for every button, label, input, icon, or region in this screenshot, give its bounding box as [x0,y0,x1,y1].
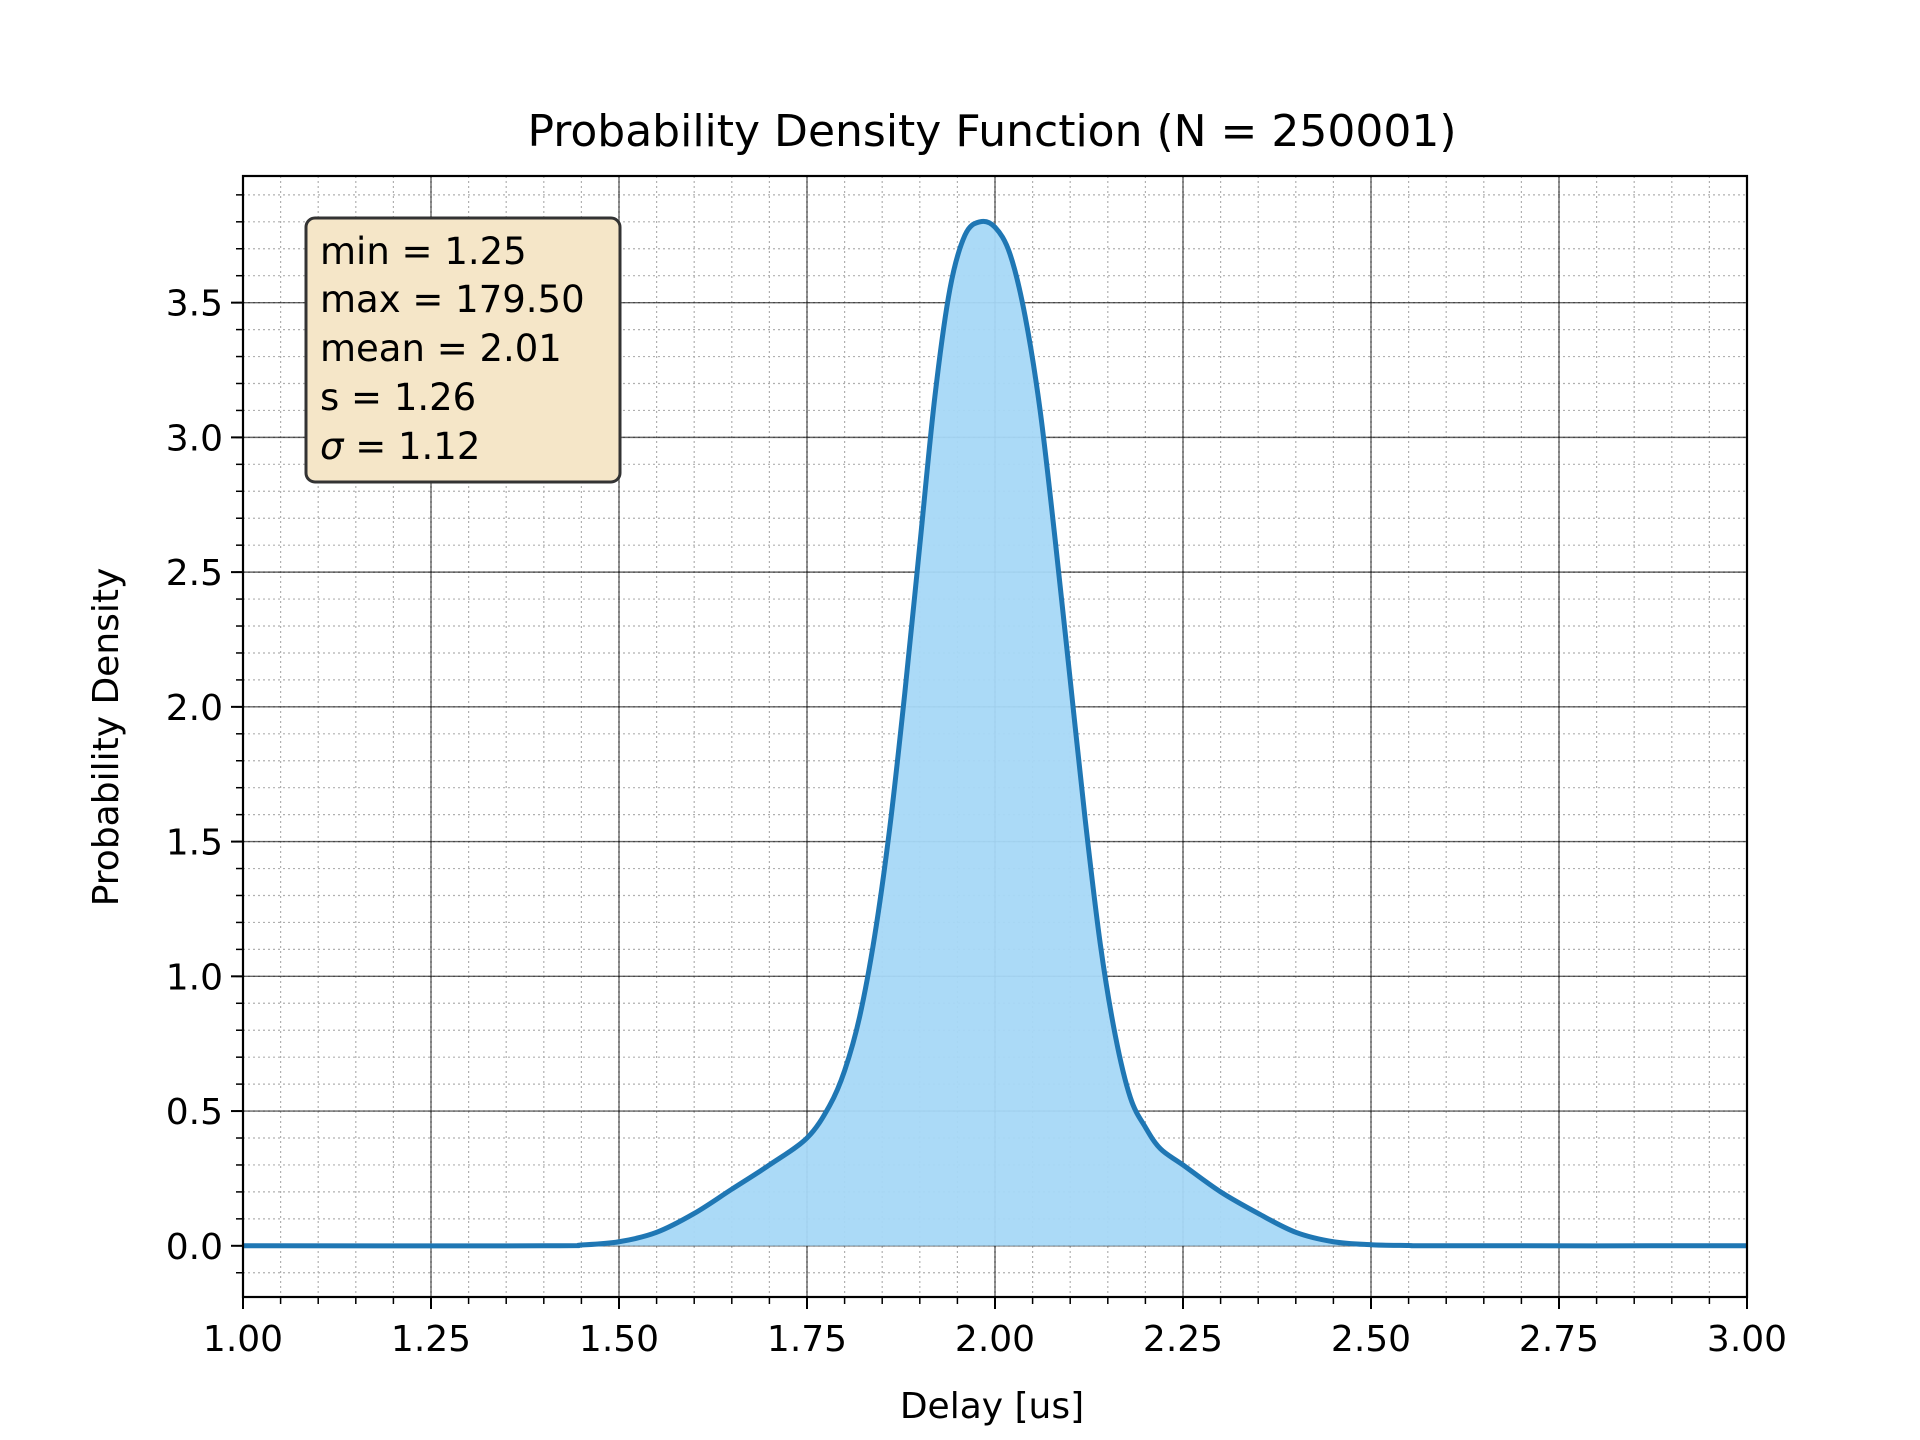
x-tick-label: 1.00 [203,1319,283,1360]
x-tick-label: 3.00 [1707,1319,1787,1360]
x-tick-label: 1.50 [579,1319,659,1360]
x-tick-label: 2.50 [1331,1319,1411,1360]
stats-mean: mean = 2.01 [320,327,562,370]
y-tick-label: 2.5 [166,553,223,594]
x-tick-labels: 1.00 1.25 1.50 1.75 2.00 2.25 2.50 2.75 3.00 [203,1319,1787,1360]
stats-min: min = 1.25 [320,230,527,273]
stats-box-background [304,216,622,484]
stats-max: max = 179.50 [320,278,585,321]
y-axis-label: Probability Density [86,568,127,907]
density-curve-line [242,218,1748,1249]
stats-sigma: σ = 1.12 [320,425,480,468]
stats-box: min = 1.25 max = 179.50 mean = 2.01 s = … [304,216,622,484]
y-tick-label: 2.0 [166,688,223,729]
y-tick-labels: 0.0 0.5 1.0 1.5 2.0 2.5 3.0 3.5 [166,284,223,1268]
axis-ticks [231,194,1748,1309]
x-tick-label: 2.75 [1519,1319,1599,1360]
y-tick-label: 3.0 [166,418,223,459]
density-area-fill [243,221,1747,1246]
x-tick-label: 2.25 [1143,1319,1223,1360]
y-tick-label: 3.5 [166,284,223,325]
x-tick-label: 1.25 [391,1319,471,1360]
x-tick-label: 2.00 [955,1319,1035,1360]
chart-title: Probability Density Function (N = 250001… [527,106,1456,157]
stats-s: s = 1.26 [320,376,476,419]
y-tick-label: 0.0 [166,1227,223,1268]
x-axis-label: Delay [us] [900,1386,1084,1427]
y-tick-label: 1.5 [166,823,223,864]
x-tick-label: 1.75 [767,1319,847,1360]
y-tick-label: 0.5 [166,1092,223,1133]
y-tick-label: 1.0 [166,957,223,998]
